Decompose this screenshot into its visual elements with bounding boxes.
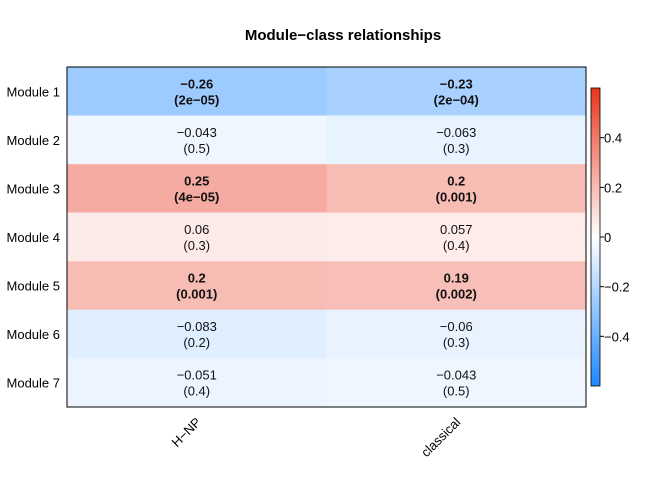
row-labels: Module 1 Module 2 Module 3 Module 4 Module 5… — [7, 84, 60, 390]
row-label: Module 1 — [7, 84, 60, 99]
row-label: Module 6 — [7, 327, 60, 342]
heatmap-cell — [67, 309, 327, 359]
heatmap-cell — [67, 212, 327, 262]
heatmap-cell — [67, 358, 327, 407]
heatmap-cell — [326, 261, 586, 310]
heatmap-cell — [326, 212, 586, 262]
cell-pvalue-label: (0.5) — [183, 141, 210, 156]
cell-value-label: −0.043 — [177, 125, 217, 140]
cell-pvalue-label: (0.2) — [183, 335, 210, 350]
cell-pvalue-label: (0.001) — [436, 189, 477, 204]
cell-pvalue-label: (0.3) — [183, 238, 210, 253]
cell-pvalue-label: (4e−05) — [174, 189, 219, 204]
cell-pvalue-label: (0.001) — [176, 287, 217, 302]
cell-pvalue-label: (0.4) — [443, 238, 470, 253]
chart-title: Module−class relationships — [245, 27, 441, 44]
cell-pvalue-label: (0.5) — [443, 384, 470, 399]
heatmap-cells: −0.26(2e−05)−0.23(2e−04)−0.043(0.5)−0.06… — [67, 67, 586, 407]
legend-tick-label: 0 — [604, 230, 611, 245]
heatmap-cell — [326, 164, 586, 213]
legend-colorbar — [590, 87, 601, 387]
heatmap-cell — [67, 67, 327, 116]
heatmap-cell — [326, 115, 586, 165]
cell-value-label: 0.19 — [444, 271, 469, 286]
legend-tick-label: −0.2 — [604, 280, 630, 295]
heatmap-border — [66, 66, 587, 408]
cell-pvalue-label: (0.3) — [443, 141, 470, 156]
cell-pvalue-label: (0.4) — [183, 384, 210, 399]
legend-tick-label: 0.2 — [604, 180, 622, 195]
cell-value-label: −0.23 — [440, 76, 473, 91]
cell-pvalue-label: (0.002) — [436, 287, 477, 302]
cell-value-label: 0.2 — [447, 173, 465, 188]
row-label: Module 5 — [7, 279, 60, 294]
cell-value-label: −0.051 — [177, 368, 217, 383]
cell-value-label: −0.043 — [436, 368, 476, 383]
column-labels: H−NP classical — [168, 414, 463, 459]
column-label: H−NP — [168, 415, 203, 450]
cell-value-label: −0.063 — [436, 125, 476, 140]
legend-tick-label: 0.4 — [604, 131, 622, 146]
row-label: Module 4 — [7, 230, 60, 245]
cell-pvalue-label: (0.3) — [443, 335, 470, 350]
row-label: Module 2 — [7, 133, 60, 148]
heatmap-cell — [67, 164, 327, 213]
heatmap-cell — [326, 309, 586, 359]
row-label: Module 7 — [7, 376, 60, 391]
cell-value-label: 0.25 — [184, 173, 209, 188]
heatmap-cell — [67, 261, 327, 310]
cell-value-label: −0.06 — [440, 319, 473, 334]
color-legend: 0.4 0.2 0 −0.2 −0.4 — [590, 87, 630, 387]
heatmap-cell — [326, 67, 586, 116]
row-label: Module 3 — [7, 181, 60, 196]
cell-value-label: 0.057 — [440, 222, 473, 237]
cell-value-label: 0.06 — [184, 222, 209, 237]
heatmap-cell — [326, 358, 586, 407]
cell-value-label: −0.083 — [177, 319, 217, 334]
heatmap-cell — [67, 115, 327, 165]
legend-tick-label: −0.4 — [604, 329, 630, 344]
column-label: classical — [418, 414, 463, 459]
cell-value-label: −0.26 — [180, 76, 213, 91]
cell-pvalue-label: (2e−05) — [174, 92, 219, 107]
cell-pvalue-label: (2e−04) — [434, 92, 479, 107]
cell-value-label: 0.2 — [188, 271, 206, 286]
